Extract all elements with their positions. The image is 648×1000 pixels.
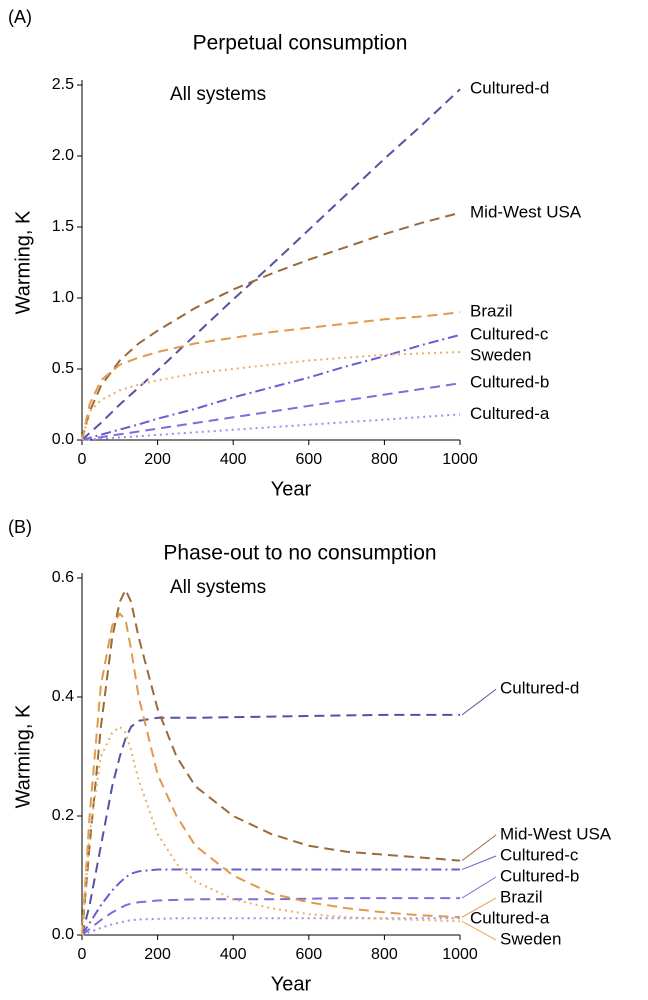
series-line xyxy=(81,917,460,936)
y-tick-label: 0.0 xyxy=(52,926,74,943)
series-line xyxy=(81,382,461,441)
leader-line xyxy=(461,920,497,941)
annotation: All systems xyxy=(170,84,266,105)
series-line xyxy=(81,897,460,936)
x-axis-label: Year xyxy=(271,478,312,500)
x-tick-label: 0 xyxy=(78,946,87,963)
leader-line xyxy=(461,897,497,918)
x-tick-label: 200 xyxy=(144,451,171,468)
y-tick-label: 0.6 xyxy=(52,569,74,586)
y-tick-label: 1.0 xyxy=(52,289,74,306)
x-tick-label: 600 xyxy=(295,451,322,468)
y-tick-label: 2.0 xyxy=(52,147,74,164)
series-label: Mid-West USA xyxy=(470,202,582,221)
series-label: Cultured-d xyxy=(470,79,549,98)
leader-line xyxy=(461,688,497,716)
series-label: Cultured-c xyxy=(500,845,579,864)
x-tick-label: 200 xyxy=(144,946,171,963)
y-tick-label: 2.5 xyxy=(52,76,74,93)
y-tick-label: 0.5 xyxy=(52,360,74,377)
series-line xyxy=(81,587,461,936)
x-tick-label: 1000 xyxy=(442,946,478,963)
series-label: Cultured-d xyxy=(500,679,579,698)
series-line xyxy=(81,612,461,936)
x-tick-label: 400 xyxy=(220,451,247,468)
y-axis-label: Warming, K xyxy=(12,704,34,808)
x-tick-label: 400 xyxy=(220,946,247,963)
series-line xyxy=(81,868,460,936)
series-line xyxy=(81,333,461,441)
x-tick-label: 800 xyxy=(371,946,398,963)
y-tick-label: 0.0 xyxy=(52,431,74,448)
annotation: All systems xyxy=(170,577,266,598)
x-axis-label: Year xyxy=(271,973,312,995)
series-label: Brazil xyxy=(470,302,513,321)
series-label: Cultured-a xyxy=(470,908,550,927)
series-label: Cultured-b xyxy=(500,866,579,885)
y-tick-label: 1.5 xyxy=(52,218,74,235)
series-line xyxy=(81,725,461,936)
leader-line xyxy=(461,855,497,871)
series-label: Cultured-c xyxy=(470,324,549,343)
leader-line xyxy=(461,876,497,899)
series-line xyxy=(81,713,460,936)
leader-line xyxy=(461,834,497,862)
series-label: Sweden xyxy=(500,929,561,948)
series-line xyxy=(81,413,461,441)
x-tick-label: 800 xyxy=(371,451,398,468)
series-line xyxy=(81,351,461,441)
series-label: Brazil xyxy=(500,887,543,906)
y-tick-label: 0.2 xyxy=(52,807,74,824)
series-label: Cultured-b xyxy=(470,373,549,392)
series-label: Cultured-a xyxy=(470,404,550,423)
chart-title: Phase-out to no consumption xyxy=(163,542,436,565)
x-tick-label: 1000 xyxy=(442,451,478,468)
series-label: Sweden xyxy=(470,345,531,364)
x-tick-label: 600 xyxy=(295,946,322,963)
y-tick-label: 0.4 xyxy=(52,688,74,705)
series-line xyxy=(81,211,461,441)
panel-label: (A) xyxy=(8,7,32,27)
series-label: Mid-West USA xyxy=(500,824,612,843)
panel-label: (B) xyxy=(8,517,32,537)
x-tick-label: 0 xyxy=(78,451,87,468)
chart-title: Perpetual consumption xyxy=(193,32,408,55)
series-line xyxy=(81,311,461,441)
series-line xyxy=(81,88,461,441)
y-axis-label: Warming, K xyxy=(12,210,34,314)
